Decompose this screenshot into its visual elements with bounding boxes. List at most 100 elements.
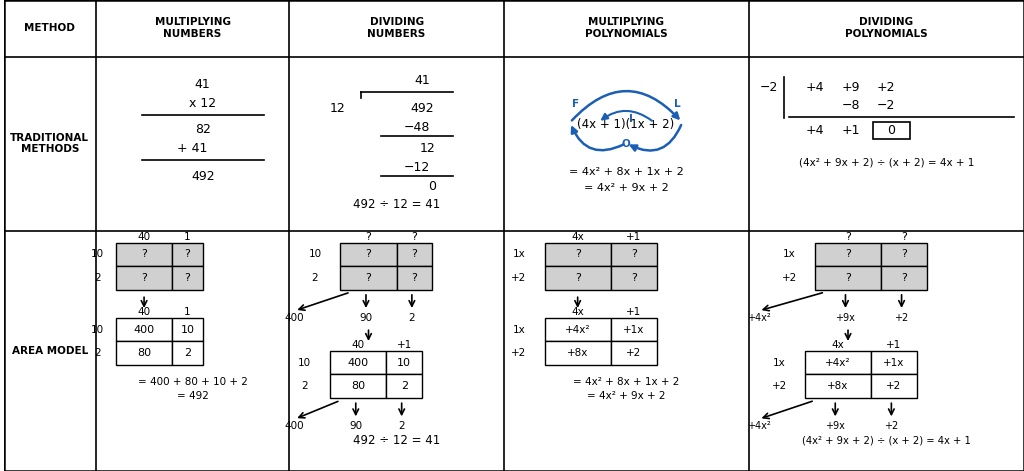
Text: (4x² + 9x + 2) ÷ (x + 2) = 4x + 1: (4x² + 9x + 2) ÷ (x + 2) = 4x + 1 bbox=[799, 157, 974, 168]
Text: 492 ÷ 12 = 41: 492 ÷ 12 = 41 bbox=[353, 198, 440, 211]
Text: 10: 10 bbox=[298, 357, 311, 368]
Text: 0: 0 bbox=[428, 179, 436, 193]
Text: −12: −12 bbox=[403, 161, 430, 174]
FancyBboxPatch shape bbox=[871, 374, 916, 398]
Text: 492 ÷ 12 = 41: 492 ÷ 12 = 41 bbox=[353, 434, 440, 447]
Text: 40: 40 bbox=[137, 232, 151, 242]
Text: 90: 90 bbox=[359, 313, 373, 323]
FancyBboxPatch shape bbox=[340, 243, 396, 266]
Text: +8x: +8x bbox=[567, 348, 589, 358]
Text: 10: 10 bbox=[91, 325, 104, 335]
Text: ?: ? bbox=[631, 249, 637, 260]
Text: ?: ? bbox=[845, 232, 851, 242]
Text: ?: ? bbox=[901, 232, 907, 242]
Text: I: I bbox=[630, 114, 633, 124]
Text: +9x: +9x bbox=[836, 313, 855, 323]
Text: 2: 2 bbox=[94, 348, 101, 358]
FancyBboxPatch shape bbox=[610, 341, 656, 365]
Text: +4x²: +4x² bbox=[746, 313, 771, 323]
FancyBboxPatch shape bbox=[545, 341, 610, 365]
Text: +8x: +8x bbox=[827, 381, 849, 391]
Text: 4x: 4x bbox=[571, 307, 584, 317]
Text: 492: 492 bbox=[411, 102, 434, 115]
Text: +2: +2 bbox=[781, 273, 797, 283]
Text: = 4x² + 9x + 2: = 4x² + 9x + 2 bbox=[587, 390, 666, 401]
FancyBboxPatch shape bbox=[172, 243, 203, 266]
Text: +2: +2 bbox=[894, 313, 908, 323]
Text: = 4x² + 8x + 1x + 2: = 4x² + 8x + 1x + 2 bbox=[568, 167, 683, 177]
Text: 10: 10 bbox=[397, 357, 412, 368]
Text: +2: +2 bbox=[877, 81, 896, 94]
Text: 41: 41 bbox=[414, 73, 430, 87]
Text: +4x²: +4x² bbox=[825, 357, 851, 368]
Text: TRADITIONAL
METHODS: TRADITIONAL METHODS bbox=[10, 133, 89, 154]
Text: 400: 400 bbox=[285, 313, 304, 323]
Text: +9x: +9x bbox=[825, 421, 845, 431]
FancyBboxPatch shape bbox=[116, 266, 172, 290]
Text: ?: ? bbox=[366, 273, 372, 283]
Text: +2: +2 bbox=[887, 381, 901, 391]
FancyBboxPatch shape bbox=[545, 266, 610, 290]
FancyBboxPatch shape bbox=[610, 318, 656, 341]
Text: 40: 40 bbox=[137, 307, 151, 317]
FancyBboxPatch shape bbox=[815, 243, 882, 266]
Text: 2: 2 bbox=[184, 348, 191, 358]
Text: 80: 80 bbox=[351, 381, 366, 391]
Text: AREA MODEL: AREA MODEL bbox=[11, 346, 88, 356]
Text: +1: +1 bbox=[626, 307, 641, 317]
Text: 1: 1 bbox=[184, 307, 190, 317]
Text: ?: ? bbox=[574, 273, 581, 283]
Text: 1x: 1x bbox=[513, 325, 525, 335]
FancyBboxPatch shape bbox=[805, 351, 871, 374]
FancyBboxPatch shape bbox=[882, 266, 927, 290]
Text: +2: +2 bbox=[511, 273, 526, 283]
FancyBboxPatch shape bbox=[545, 243, 610, 266]
Text: ?: ? bbox=[845, 273, 851, 283]
Text: DIVIDING
NUMBERS: DIVIDING NUMBERS bbox=[368, 17, 426, 39]
Text: 492: 492 bbox=[190, 170, 215, 183]
Text: +1: +1 bbox=[842, 124, 860, 138]
FancyBboxPatch shape bbox=[871, 351, 916, 374]
Text: O: O bbox=[622, 138, 631, 149]
Text: −2: −2 bbox=[760, 81, 778, 94]
Text: 2: 2 bbox=[301, 381, 308, 391]
FancyBboxPatch shape bbox=[4, 0, 1024, 471]
Text: ?: ? bbox=[574, 249, 581, 260]
Text: = 492: = 492 bbox=[176, 390, 209, 401]
Text: (4x + 1)(1x + 2): (4x + 1)(1x + 2) bbox=[578, 118, 675, 131]
Text: 41: 41 bbox=[195, 78, 211, 91]
Text: 12: 12 bbox=[419, 142, 435, 155]
FancyBboxPatch shape bbox=[116, 341, 172, 365]
Text: 90: 90 bbox=[349, 421, 362, 431]
FancyBboxPatch shape bbox=[386, 351, 422, 374]
Text: = 400 + 80 + 10 + 2: = 400 + 80 + 10 + 2 bbox=[137, 376, 248, 387]
Text: 10: 10 bbox=[308, 249, 322, 260]
Text: 1x: 1x bbox=[773, 357, 785, 368]
Text: 1x: 1x bbox=[783, 249, 796, 260]
Text: ?: ? bbox=[631, 273, 637, 283]
Text: ?: ? bbox=[901, 249, 907, 260]
Text: MULTIPLYING
NUMBERS: MULTIPLYING NUMBERS bbox=[155, 17, 230, 39]
Text: ?: ? bbox=[184, 249, 190, 260]
FancyBboxPatch shape bbox=[172, 266, 203, 290]
Text: +1: +1 bbox=[626, 232, 641, 242]
Text: + 41: + 41 bbox=[177, 142, 208, 155]
Text: +1: +1 bbox=[887, 340, 901, 350]
Text: −48: −48 bbox=[403, 121, 430, 134]
Text: +2: +2 bbox=[885, 421, 898, 431]
Text: 4x: 4x bbox=[831, 340, 844, 350]
Text: 80: 80 bbox=[137, 348, 152, 358]
FancyBboxPatch shape bbox=[805, 374, 871, 398]
Text: ?: ? bbox=[845, 249, 851, 260]
Text: 12: 12 bbox=[330, 102, 345, 115]
Text: +1x: +1x bbox=[884, 357, 904, 368]
FancyBboxPatch shape bbox=[396, 266, 432, 290]
FancyBboxPatch shape bbox=[386, 374, 422, 398]
Text: 0: 0 bbox=[888, 124, 895, 138]
FancyBboxPatch shape bbox=[815, 266, 882, 290]
Text: F: F bbox=[571, 98, 579, 109]
FancyBboxPatch shape bbox=[340, 266, 396, 290]
FancyBboxPatch shape bbox=[116, 318, 172, 341]
Text: −8: −8 bbox=[842, 99, 860, 113]
Text: +2: +2 bbox=[511, 348, 526, 358]
